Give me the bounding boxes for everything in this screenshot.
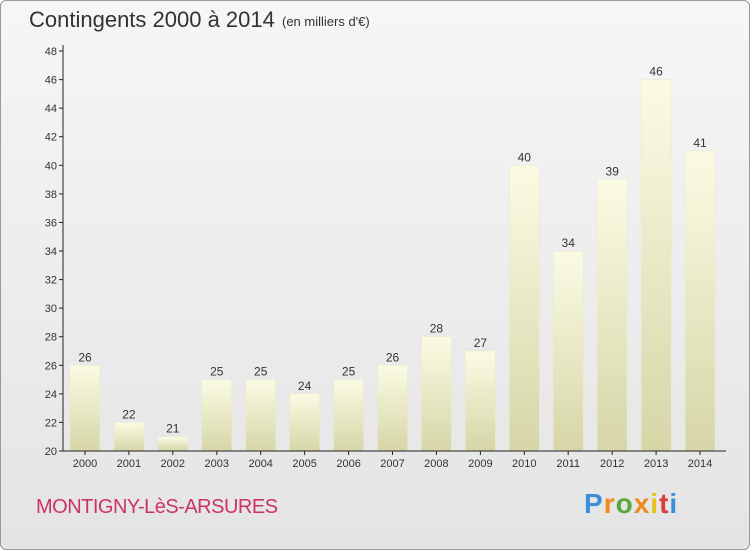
x-tick-label-2013: 2013	[644, 458, 668, 470]
data-label-2005: 24	[298, 379, 312, 393]
x-tick-label-2000: 2000	[73, 458, 97, 470]
data-label-2008: 28	[430, 322, 444, 336]
bar-2011	[553, 250, 584, 452]
bar-2003	[201, 379, 232, 452]
y-tick-label-20: 20	[45, 446, 57, 458]
x-tick-label-2009: 2009	[468, 458, 492, 470]
y-tick-label-36: 36	[45, 217, 57, 229]
bar-2006	[333, 379, 364, 452]
x-tick-label-2007: 2007	[380, 458, 404, 470]
x-tick-label-2002: 2002	[161, 458, 185, 470]
y-tick-label-30: 30	[45, 303, 57, 315]
y-tick-label-38: 38	[45, 189, 57, 201]
y-tick-label-44: 44	[45, 103, 57, 115]
y-tick-label-22: 22	[45, 417, 57, 429]
bar-2014	[684, 150, 716, 452]
bar-2000	[69, 365, 101, 452]
bar-2005	[289, 393, 320, 452]
data-label-2004: 25	[254, 365, 268, 379]
chart-title: Contingents 2000 à 2014	[29, 7, 275, 32]
bar-2013	[640, 79, 672, 452]
commune-name: MONTIGNY-LèS-ARSURES	[36, 496, 278, 518]
x-tick-label-2010: 2010	[512, 458, 536, 470]
bar-2001	[113, 422, 145, 452]
data-label-2003: 25	[210, 365, 224, 379]
data-label-2011: 34	[562, 236, 576, 250]
y-tick-label-28: 28	[45, 332, 57, 344]
bar-2010	[509, 165, 540, 452]
y-tick-label-32: 32	[45, 275, 57, 287]
x-tick-label-2011: 2011	[556, 458, 580, 470]
y-tick-label-34: 34	[45, 246, 57, 258]
x-tick-label-2001: 2001	[117, 458, 141, 470]
x-tick-label-2008: 2008	[424, 458, 448, 470]
bar-2004	[245, 379, 276, 452]
bar-2007	[377, 365, 408, 452]
y-tick-label-48: 48	[45, 46, 57, 58]
bar-2012	[596, 179, 628, 452]
y-tick-label-46: 46	[45, 75, 57, 87]
chart-subtitle: (en milliers d'€)	[282, 14, 370, 29]
bar-2002	[157, 436, 189, 452]
data-label-2000: 26	[78, 350, 92, 364]
x-tick-label-2003: 2003	[205, 458, 229, 470]
data-label-2010: 40	[518, 150, 532, 164]
data-label-2007: 26	[386, 350, 400, 364]
data-label-2014: 41	[693, 136, 707, 150]
data-label-2002: 21	[166, 422, 180, 436]
x-tick-label-2014: 2014	[688, 458, 712, 470]
y-tick-label-42: 42	[45, 132, 57, 144]
data-label-2006: 25	[342, 365, 356, 379]
y-tick-label-26: 26	[45, 360, 57, 372]
y-tick-label-24: 24	[45, 389, 57, 401]
data-label-2012: 39	[606, 165, 620, 179]
data-label-2009: 27	[474, 336, 488, 350]
bar-2008	[421, 336, 452, 452]
x-tick-label-2004: 2004	[248, 458, 272, 470]
data-label-2001: 22	[122, 407, 136, 421]
y-tick-label-40: 40	[45, 160, 57, 172]
proxiti-logo[interactable]: Proxiti	[584, 488, 679, 519]
bar-2009	[465, 350, 496, 452]
data-label-2013: 46	[649, 65, 663, 79]
x-tick-label-2006: 2006	[336, 458, 360, 470]
x-tick-label-2012: 2012	[600, 458, 624, 470]
x-tick-label-2005: 2005	[292, 458, 316, 470]
